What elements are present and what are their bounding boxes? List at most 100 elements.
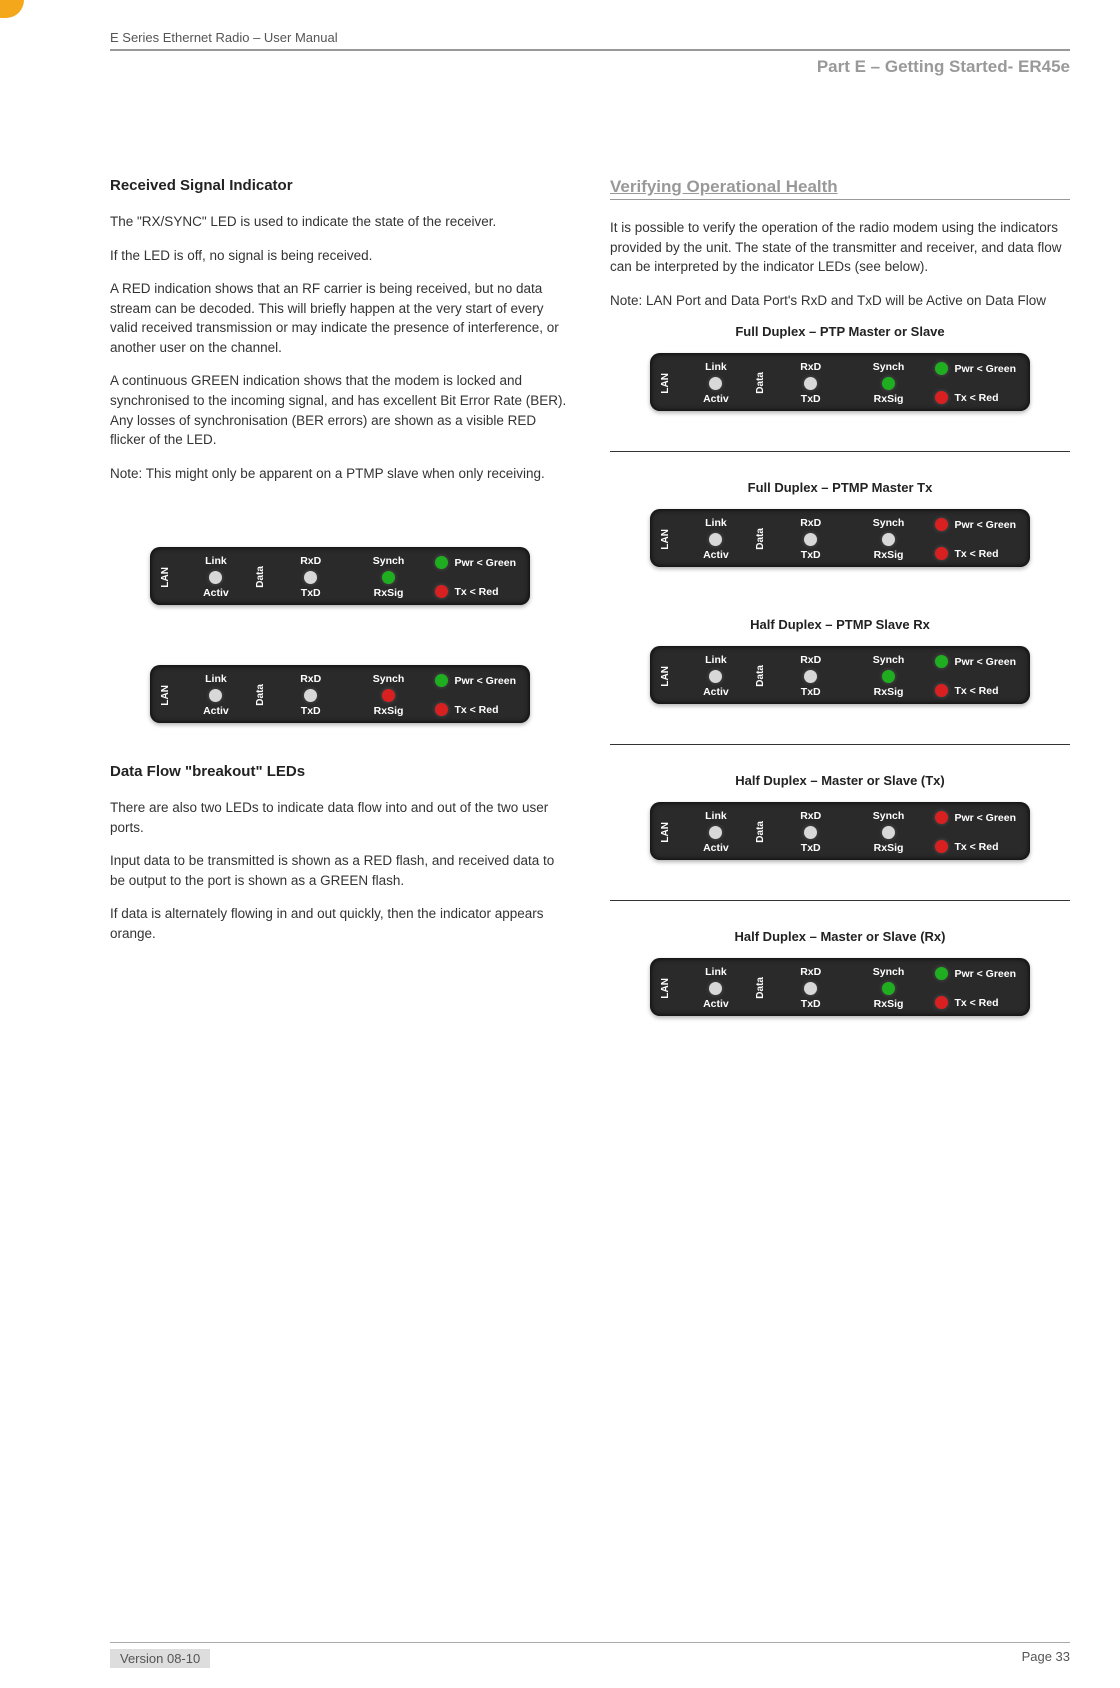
- pwr-led-icon: [435, 556, 448, 569]
- data-led-icon: [804, 982, 817, 995]
- data-led-group: RxD TxD: [772, 966, 850, 1010]
- lan-vlabel: LAN: [160, 567, 171, 588]
- data-led-icon: [304, 689, 317, 702]
- data-led-group: RxD TxD: [772, 361, 850, 405]
- synch-led-icon: [382, 571, 395, 584]
- led-panel-left-b: LAN Link Activ Data RxD TxD Synch RxSig …: [150, 665, 530, 723]
- synch-led-icon: [882, 377, 895, 390]
- pwr-led-group: Pwr < Green Tx < Red: [927, 964, 1016, 1012]
- lan-led-icon: [709, 826, 722, 839]
- tx-led-icon: [935, 547, 948, 560]
- separator: [610, 900, 1070, 901]
- lan-led-icon: [709, 982, 722, 995]
- heading-received-signal: Received Signal Indicator: [110, 177, 570, 194]
- data-led-icon: [804, 377, 817, 390]
- data-led-icon: [804, 826, 817, 839]
- pwr-led-group: Pwr < Green Tx < Red: [927, 515, 1016, 563]
- led-caption-3: Half Duplex – PTMP Slave Rx: [610, 617, 1070, 632]
- data-led-group: RxD TxD: [772, 810, 850, 854]
- data-led-group: RxD TxD: [772, 517, 850, 561]
- synch-led-group: Synch RxSig: [350, 673, 428, 717]
- led-caption-5: Half Duplex – Master or Slave (Rx): [610, 929, 1070, 944]
- led-panel-r4: LAN Link Activ Data RxD TxD Synch RxSig …: [650, 802, 1030, 860]
- synch-led-group: Synch RxSig: [350, 555, 428, 599]
- lan-led-icon: [709, 533, 722, 546]
- content-columns: Received Signal Indicator The "RX/SYNC" …: [110, 177, 1070, 1056]
- data-vlabel: Data: [755, 372, 766, 394]
- data-led-icon: [304, 571, 317, 584]
- data-vlabel: Data: [755, 977, 766, 999]
- synch-led-group: Synch RxSig: [850, 966, 928, 1010]
- pwr-led-icon: [935, 967, 948, 980]
- synch-led-group: Synch RxSig: [850, 810, 928, 854]
- left-column: Received Signal Indicator The "RX/SYNC" …: [110, 177, 570, 1056]
- led-caption-4: Half Duplex – Master or Slave (Tx): [610, 773, 1070, 788]
- lan-vlabel: LAN: [660, 529, 671, 550]
- lan-led-icon: [209, 571, 222, 584]
- lan-led-group: Link Activ: [177, 673, 255, 717]
- pwr-led-group: Pwr < Green Tx < Red: [427, 671, 516, 719]
- lan-vlabel: LAN: [160, 685, 171, 706]
- synch-led-group: Synch RxSig: [850, 654, 928, 698]
- data-vlabel: Data: [255, 684, 266, 706]
- synch-led-icon: [382, 689, 395, 702]
- pwr-led-icon: [935, 518, 948, 531]
- data-led-group: RxD TxD: [272, 555, 350, 599]
- lan-led-group: Link Activ: [677, 966, 755, 1010]
- part-title: Part E – Getting Started- ER45e: [110, 57, 1070, 77]
- paragraph: It is possible to verify the operation o…: [610, 218, 1070, 277]
- synch-led-icon: [882, 670, 895, 683]
- pwr-led-icon: [935, 811, 948, 824]
- lan-led-group: Link Activ: [177, 555, 255, 599]
- lan-led-group: Link Activ: [677, 361, 755, 405]
- page: E Series Ethernet Radio – User Manual Pa…: [0, 0, 1120, 1056]
- pwr-led-icon: [435, 674, 448, 687]
- synch-led-icon: [882, 533, 895, 546]
- data-led-group: RxD TxD: [772, 654, 850, 698]
- paragraph: Input data to be transmitted is shown as…: [110, 851, 570, 890]
- lan-led-icon: [709, 377, 722, 390]
- paragraph: There are also two LEDs to indicate data…: [110, 798, 570, 837]
- lan-vlabel: LAN: [660, 978, 671, 999]
- tx-led-icon: [935, 840, 948, 853]
- data-led-icon: [804, 670, 817, 683]
- led-panel-left-a: LAN Link Activ Data RxD TxD Synch RxSig …: [150, 547, 530, 605]
- synch-led-icon: [882, 982, 895, 995]
- tx-led-icon: [435, 703, 448, 716]
- paragraph: Note: LAN Port and Data Port's RxD and T…: [610, 291, 1070, 311]
- footer-version: Version 08-10: [110, 1649, 210, 1668]
- separator: [610, 744, 1070, 745]
- synch-led-icon: [882, 826, 895, 839]
- doc-title: E Series Ethernet Radio – User Manual: [110, 30, 1070, 51]
- led-panel-r1: LAN Link Activ Data RxD TxD Synch RxSig …: [650, 353, 1030, 411]
- pwr-led-group: Pwr < Green Tx < Red: [927, 359, 1016, 407]
- lan-led-group: Link Activ: [677, 810, 755, 854]
- lan-vlabel: LAN: [660, 666, 671, 687]
- data-vlabel: Data: [755, 665, 766, 687]
- synch-led-group: Synch RxSig: [850, 361, 928, 405]
- paragraph: A RED indication shows that an RF carrie…: [110, 279, 570, 357]
- paragraph: The "RX/SYNC" LED is used to indicate th…: [110, 212, 570, 232]
- lan-led-group: Link Activ: [677, 654, 755, 698]
- tx-led-icon: [935, 684, 948, 697]
- lan-led-group: Link Activ: [677, 517, 755, 561]
- data-led-icon: [804, 533, 817, 546]
- lan-led-icon: [209, 689, 222, 702]
- paragraph: Note: This might only be apparent on a P…: [110, 464, 570, 484]
- data-vlabel: Data: [255, 566, 266, 588]
- pwr-led-icon: [935, 655, 948, 668]
- led-panel-r5: LAN Link Activ Data RxD TxD Synch RxSig …: [650, 958, 1030, 1016]
- tx-led-icon: [935, 391, 948, 404]
- led-caption-1: Full Duplex – PTP Master or Slave: [610, 324, 1070, 339]
- data-vlabel: Data: [755, 528, 766, 550]
- synch-led-group: Synch RxSig: [850, 517, 928, 561]
- data-led-group: RxD TxD: [272, 673, 350, 717]
- lan-led-icon: [709, 670, 722, 683]
- footer-page: Page 33: [1022, 1649, 1070, 1668]
- lan-vlabel: LAN: [660, 373, 671, 394]
- lan-vlabel: LAN: [660, 822, 671, 843]
- tx-led-icon: [935, 996, 948, 1009]
- pwr-led-group: Pwr < Green Tx < Red: [927, 808, 1016, 856]
- paragraph: If the LED is off, no signal is being re…: [110, 246, 570, 266]
- tx-led-icon: [435, 585, 448, 598]
